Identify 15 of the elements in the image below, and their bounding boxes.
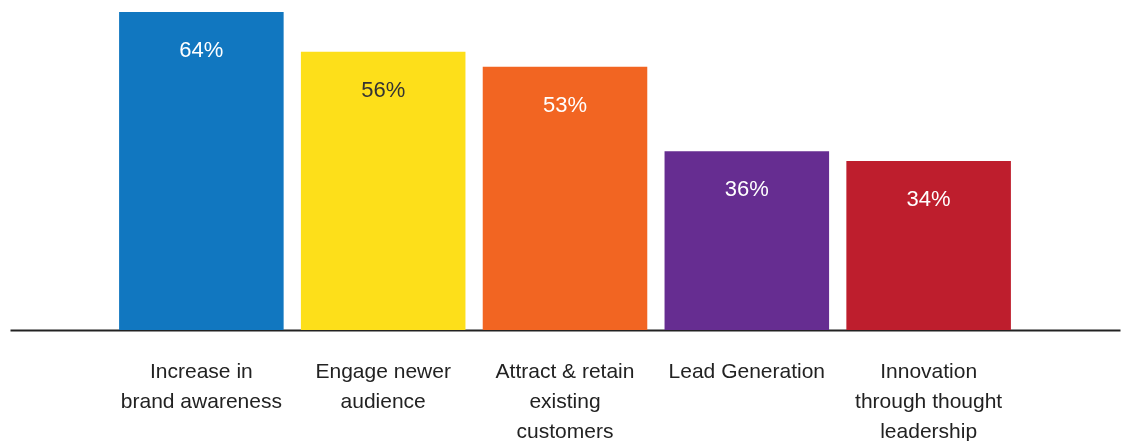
bar [119,12,284,330]
bar [300,51,466,330]
data-label: 53% [542,91,588,117]
bar [664,151,830,330]
bar [846,161,1011,330]
x-tick-label: Increase in brand awareness [120,358,282,412]
data-label: 64% [179,37,224,62]
data-label: 56% [361,76,406,102]
x-tick-label: Innovation through thought leadership [855,358,1003,442]
x-tick-label: Engage newer audience [315,358,451,412]
x-tick-label: Lead Generation [668,358,826,382]
x-tick-label: Attract & retain existing customers [495,358,635,442]
bar [482,66,648,330]
data-label: 36% [724,176,769,202]
data-label: 34% [906,186,951,212]
